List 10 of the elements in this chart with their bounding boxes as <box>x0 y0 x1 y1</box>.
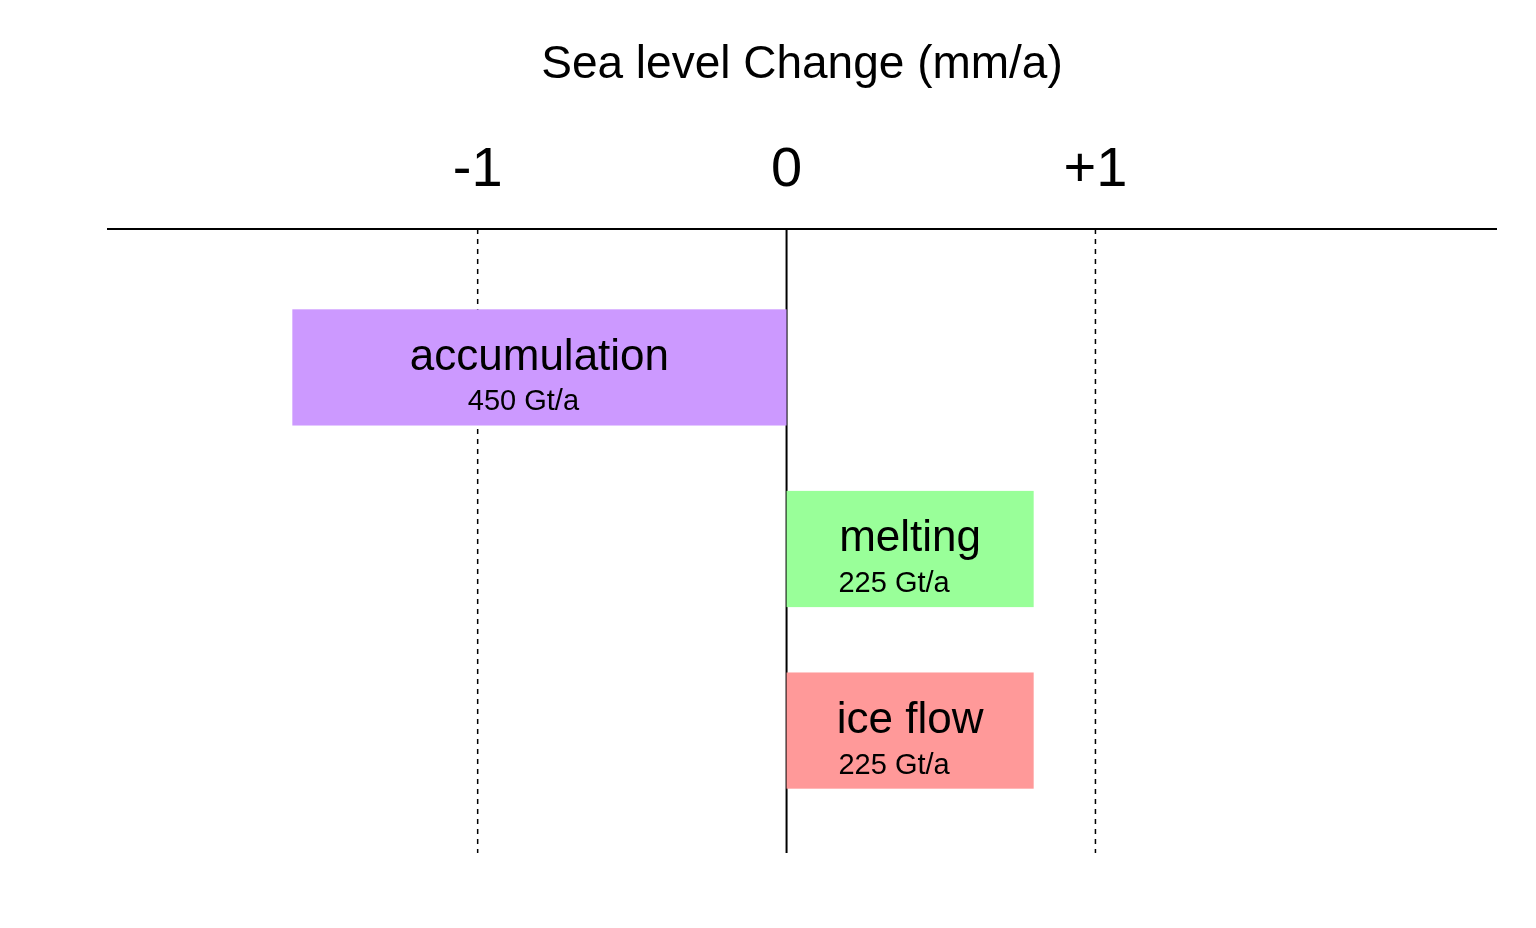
x-tick-label: 0 <box>770 135 803 198</box>
y-tick-label: accumulation <box>409 329 670 379</box>
x-axis-title: Sea level Change (mm/a) <box>541 36 1063 88</box>
annotation: 225 Gt/a <box>838 747 951 780</box>
annotation: 225 Gt/a <box>838 566 951 598</box>
x-tick-label: -1 <box>452 135 503 198</box>
y-tick-label: ice flow <box>836 692 984 742</box>
y-tick-label: melting <box>839 511 982 561</box>
annotation: 450 Gt/a <box>467 384 580 417</box>
x-tick-label: +1 <box>1063 135 1128 198</box>
